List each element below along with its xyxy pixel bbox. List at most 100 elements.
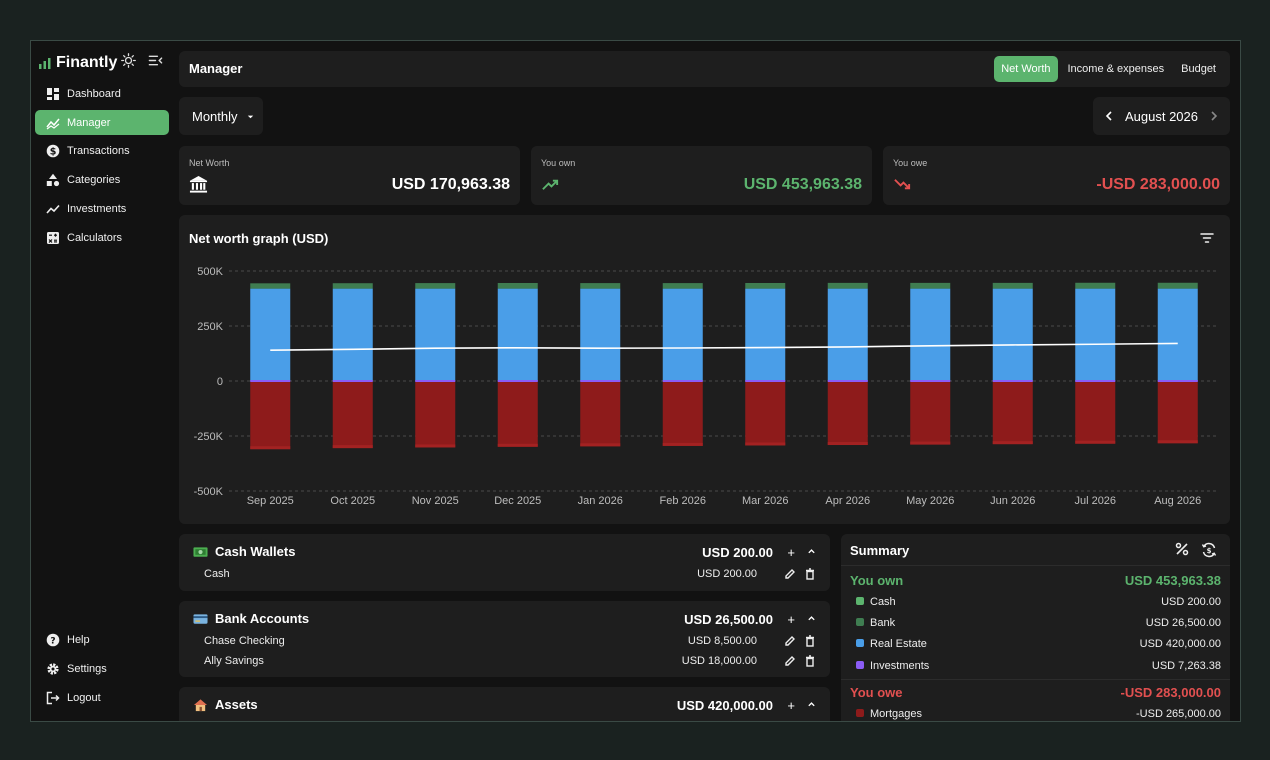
y-tick-label: -500K <box>194 486 224 498</box>
y-tick-label: 0 <box>217 376 223 388</box>
sidebar-item-label: Manager <box>67 116 111 129</box>
chevron-up-icon[interactable] <box>807 545 816 557</box>
dashboard-icon <box>47 87 59 100</box>
net-worth-chart: 500K 250K 0 -250K -500K Sep 2025 Oct 2025 Nov 2… <box>194 266 1219 507</box>
card-label: You own <box>541 158 576 168</box>
y-tick-label: 250K <box>197 321 223 333</box>
period-select-value: Monthly <box>192 108 238 124</box>
filter-icon[interactable] <box>1200 232 1214 244</box>
tab-net-worth[interactable]: Net Worth <box>994 56 1058 82</box>
summary-row-value: USD 7,263.38 <box>1151 660 1221 672</box>
sidebar-item-investments[interactable]: Investments <box>35 196 169 221</box>
bar-real-estate <box>580 288 621 381</box>
bar-bank <box>1075 282 1116 289</box>
bar-investments <box>415 380 456 382</box>
edit-icon[interactable] <box>784 655 796 667</box>
calculator-icon <box>47 231 59 244</box>
trash-icon[interactable] <box>804 635 816 647</box>
account-group-total: USD 200.00 <box>702 545 773 560</box>
bar-bank <box>497 282 538 289</box>
you-own-card: You own USD 453,963.38 <box>531 146 872 205</box>
chart-title: Net worth graph (USD) <box>189 231 329 246</box>
add-account-button[interactable]: + <box>787 545 795 560</box>
tab-budget[interactable]: Budget <box>1181 63 1216 75</box>
bar-bank <box>662 283 703 289</box>
bar-investments <box>250 380 291 382</box>
sun-icon[interactable] <box>121 53 136 68</box>
sidebar-item-transactions[interactable]: $ Transactions <box>35 138 169 163</box>
period-select[interactable]: Monthly <box>179 97 263 135</box>
dollar-circle-icon: $ <box>46 144 60 157</box>
currency-exchange-icon[interactable]: $ <box>1201 542 1217 558</box>
collapse-menu-icon[interactable] <box>148 53 163 68</box>
bar-investments <box>992 380 1033 382</box>
account-group-title: Assets <box>215 697 258 712</box>
svg-text:?: ? <box>50 636 55 646</box>
summary-row-name: Investments <box>870 660 930 672</box>
chevron-up-icon[interactable] <box>807 612 816 624</box>
sidebar-item-label: Calculators <box>67 231 123 244</box>
summary-row: Cash USD 200.00 <box>856 596 1221 608</box>
trend-icon <box>46 204 60 214</box>
sidebar-item-logout[interactable]: Logout <box>35 685 169 710</box>
sidebar-item-calculators[interactable]: Calculators <box>35 225 169 250</box>
add-account-button[interactable]: + <box>787 698 795 713</box>
chevron-left-icon[interactable] <box>1103 110 1115 122</box>
summary-row-name: Bank <box>870 617 896 629</box>
logout-icon <box>46 691 60 704</box>
x-tick-label: Aug 2026 <box>1154 495 1201 507</box>
summary-row-name: Cash <box>870 596 896 608</box>
bar-mortgages <box>1075 381 1116 444</box>
tab-income-expenses[interactable]: Income & expenses <box>1067 63 1165 75</box>
edit-icon[interactable] <box>784 635 796 647</box>
chevron-up-icon[interactable] <box>807 698 816 710</box>
account-row: Ally Savings USD 18,000.00 <box>204 654 816 670</box>
percent-icon[interactable] <box>1175 542 1189 556</box>
sidebar: Finantly Dashboard Manager $ Transaction… <box>31 41 176 721</box>
y-tick-label: 500K <box>197 266 223 278</box>
bar-bank <box>332 283 373 289</box>
sidebar-item-dashboard[interactable]: Dashboard <box>35 81 169 106</box>
x-tick-label: Jan 2026 <box>578 495 623 507</box>
bar-mortgages-cap <box>910 441 951 445</box>
account-group-total: USD 26,500.00 <box>684 612 773 627</box>
sidebar-item-settings[interactable]: Settings <box>35 656 169 681</box>
edit-icon[interactable] <box>784 568 796 580</box>
bar-investments <box>1075 380 1116 382</box>
card-label: You owe <box>893 158 928 168</box>
card-label: Net Worth <box>189 158 230 168</box>
bar-real-estate <box>497 288 538 381</box>
summary-row: Bank USD 26,500.00 <box>856 617 1221 629</box>
bar-real-estate <box>662 288 703 381</box>
bar-mortgages <box>910 381 951 445</box>
chart-line-icon <box>46 118 60 129</box>
bar-real-estate <box>745 288 786 381</box>
brand[interactable]: Finantly <box>38 52 117 74</box>
trash-icon[interactable] <box>804 655 816 667</box>
x-tick-label: Feb 2026 <box>660 495 706 507</box>
y-tick-label: -250K <box>194 431 224 443</box>
swatch-cash <box>856 597 864 605</box>
account-group-total: USD 420,000.00 <box>676 698 773 713</box>
chevron-right-icon[interactable] <box>1208 110 1220 122</box>
bar-real-estate <box>1075 288 1116 381</box>
logo-icon <box>39 58 51 69</box>
bar-bank <box>827 282 868 289</box>
sidebar-item-label: Investments <box>67 202 127 215</box>
bar-real-estate <box>992 288 1033 381</box>
you-own-value: USD 453,963.38 <box>743 176 862 193</box>
sidebar-item-categories[interactable]: Categories <box>35 167 169 192</box>
credit-card-icon <box>193 613 208 624</box>
sidebar-item-help[interactable]: ? Help <box>35 627 169 652</box>
sidebar-item-manager[interactable]: Manager <box>35 110 169 135</box>
x-tick-label: Oct 2025 <box>330 495 375 507</box>
trash-icon[interactable] <box>804 568 816 580</box>
bar-bank <box>250 283 291 289</box>
cash-wallets-panel: Cash Wallets USD 200.00 + Cash USD 200.0… <box>179 534 830 591</box>
add-account-button[interactable]: + <box>787 612 795 627</box>
svg-text:$: $ <box>50 146 57 157</box>
bar-real-estate <box>1157 288 1198 381</box>
account-row: Cash USD 200.00 <box>204 567 816 583</box>
house-icon <box>193 698 208 711</box>
bar-investments <box>1157 380 1198 382</box>
